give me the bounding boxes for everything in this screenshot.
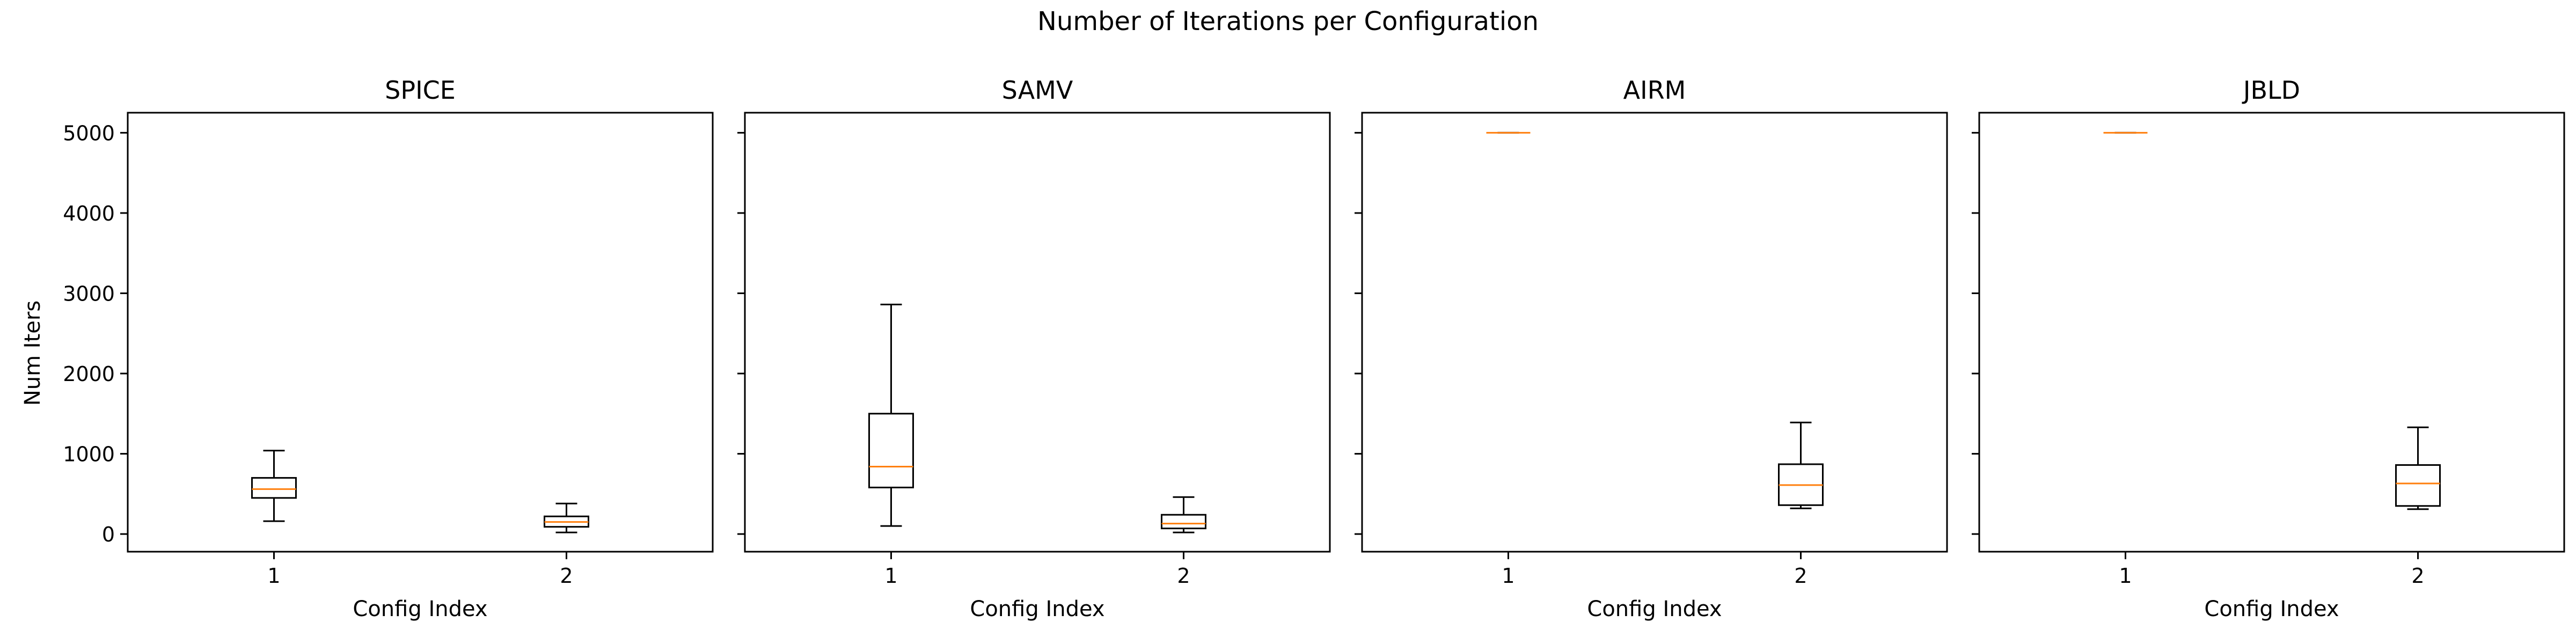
iqr-box <box>868 413 914 488</box>
y-tick-label: 2000 <box>63 362 115 386</box>
panel-frame <box>744 112 1331 553</box>
iqr-box <box>251 477 297 499</box>
x-tick-label: 2 <box>1794 564 1807 588</box>
panel-title: SPICE <box>385 76 456 105</box>
panel-title: JBLD <box>2242 76 2300 105</box>
iqr-box <box>2395 464 2441 507</box>
x-tick-label: 1 <box>267 564 280 588</box>
panel-jbld: JBLD 1 2 Config Index <box>1972 76 2565 621</box>
x-tick-label: 1 <box>1502 564 1514 588</box>
panel-frame <box>1978 112 2565 553</box>
y-axis-label: Num Iters <box>20 301 45 406</box>
y-tick-label: 0 <box>102 523 115 546</box>
y-tick-label: 4000 <box>63 202 115 225</box>
x-tick-label: 2 <box>1177 564 1190 588</box>
box-samv-config-2 <box>1161 496 1206 533</box>
panel-spice: SPICE 0 1000 2000 3000 4000 5000 1 2 Config Index <box>63 76 714 621</box>
box-spice-config-2 <box>544 502 589 533</box>
panel-title: SAMV <box>1002 76 1073 105</box>
panel-airm: AIRM 1 2 Config Index <box>1355 76 1948 621</box>
box-spice-config-1 <box>251 450 297 522</box>
y-tick-label: 3000 <box>63 282 115 305</box>
box-samv-config-1 <box>868 303 914 527</box>
x-axis-label: Config Index <box>970 597 1104 621</box>
iqr-box <box>1161 514 1206 530</box>
y-tick-label: 1000 <box>63 443 115 466</box>
x-axis-label: Config Index <box>353 597 487 621</box>
panel-title: AIRM <box>1623 76 1686 105</box>
x-tick-label: 2 <box>2411 564 2424 588</box>
panels-group: SPICE 0 1000 2000 3000 4000 5000 1 2 Config Index… <box>63 76 2565 621</box>
figure-suptitle: Number of Iterations per Configuration <box>1037 6 1539 36</box>
panel-samv: SAMV 1 2 Config Index <box>737 76 1331 621</box>
x-tick-label: 1 <box>2119 564 2132 588</box>
panel-frame <box>1361 112 1948 553</box>
x-axis-label: Config Index <box>1587 597 1722 621</box>
box-jbld-config-2 <box>2395 426 2441 510</box>
x-tick-label: 1 <box>884 564 897 588</box>
box-airm-config-2 <box>1778 421 1824 509</box>
y-tick-label: 5000 <box>63 121 115 145</box>
x-axis-label: Config Index <box>2204 597 2339 621</box>
panel-frame <box>127 112 714 553</box>
x-tick-label: 2 <box>560 564 573 588</box>
